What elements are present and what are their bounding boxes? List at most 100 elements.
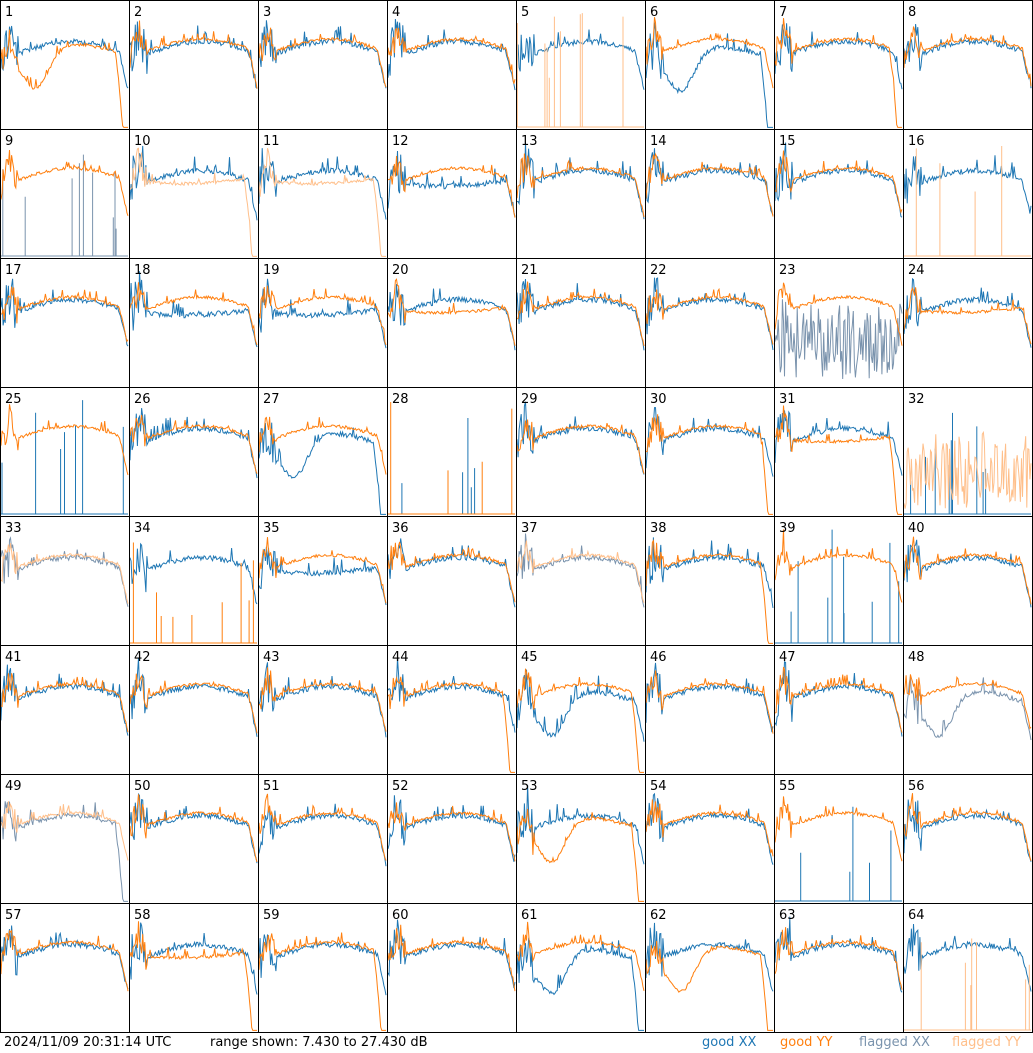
panel-52-label: 52 [392,779,409,794]
panel-51-label: 51 [263,779,280,794]
panel-3-label: 3 [263,5,271,20]
panel-51-xx-trace [259,803,387,867]
panel-54-label: 54 [650,779,667,794]
panel-63: 63 [775,908,903,993]
panel-8: 8 [904,5,1032,89]
panel-28: 28 [388,392,515,515]
panel-45-yy-trace [517,668,644,773]
legend-flagged-yy-pol: YY [1005,1035,1021,1050]
panel-41-label: 41 [5,650,22,665]
panel-43: 43 [259,650,387,738]
panel-18-xx-trace [130,271,258,348]
panel-47: 47 [775,650,903,737]
panel-40-yy-trace [904,536,1032,605]
panel-8-yy-trace [904,26,1032,87]
panel-56-xx-trace [904,799,1032,862]
panel-49-label: 49 [5,779,22,794]
panel-24-yy-trace [904,287,1032,345]
panel-41: 41 [1,650,129,736]
panel-57-yy-trace [1,929,129,992]
panel-26-xx-trace [130,408,258,479]
panel-50: 50 [130,779,258,864]
panel-55-yy-trace [775,796,903,862]
panel-5-yy-trace [517,13,644,128]
panel-59-yy-trace [259,932,386,1031]
panel-19: 19 [259,263,387,349]
panel-39-xx-trace [775,529,902,644]
legend-good-xx-pol: XX [738,1035,757,1050]
panel-21-xx-trace [517,278,645,351]
panel-16: 16 [904,134,1032,257]
panel-18: 18 [130,263,258,348]
panel-1: 1 [1,5,129,128]
panel-27-yy-trace [259,416,387,475]
panel-49-xx-trace [1,801,128,902]
panel-26: 26 [130,392,258,479]
panel-62: 62 [646,908,774,1031]
panel-43-yy-trace [259,667,387,732]
panel-1-xx-trace [1,25,129,89]
panel-19-yy-trace [259,285,387,346]
panel-64-yy-trace [904,938,1031,1031]
panel-58-xx-trace [130,922,258,995]
panel-10-yy-trace [130,147,257,257]
panel-36: 36 [388,521,516,608]
panel-3: 3 [259,5,387,89]
panel-34-xx-trace [130,542,258,605]
timestamp: 2024/11/09 20:31:14 UTC [4,1035,172,1050]
panel-21: 21 [517,263,645,351]
panel-36-yy-trace [388,541,516,603]
panel-51-yy-trace [259,793,387,861]
panel-1-yy-trace [1,29,128,128]
panel-48-yy-trace [904,674,1032,730]
panel-46: 46 [646,650,774,734]
legend-good-xx: good XX [702,1035,756,1050]
panel-20-label: 20 [392,263,409,278]
panel-31-xx-trace [775,410,903,476]
panel-17: 17 [1,263,129,347]
panel-7-xx-trace [775,23,903,90]
panel-6-xx-trace [646,22,773,128]
panel-31: 31 [775,392,903,515]
panel-37-xx-trace [517,533,645,608]
panel-53-xx-trace [517,785,645,865]
panel-13-label: 13 [521,134,538,149]
panel-29-label: 29 [521,392,538,407]
panel-23-xx-trace [775,299,903,380]
panel-16-label: 16 [908,134,925,149]
legend-good-xx-word: good [702,1035,735,1050]
panel-16-yy-trace [904,146,1031,257]
panel-42: 42 [130,650,258,737]
panel-62-yy-trace [646,940,773,1031]
panel-44-label: 44 [392,650,409,665]
panel-33-label: 33 [5,521,22,536]
panel-19-xx-trace [259,278,387,349]
panel-5-label: 5 [521,5,529,20]
panel-35-label: 35 [263,521,280,536]
panel-33: 33 [1,521,129,607]
panel-12-label: 12 [392,134,409,149]
panel-10: 10 [130,134,258,257]
panel-54-yy-trace [646,799,774,857]
panel-32-label: 32 [908,392,925,407]
panel-64-xx-trace [904,923,1032,992]
panel-42-label: 42 [134,650,151,665]
panel-60-label: 60 [392,908,409,923]
panel-28-xx-trace [388,418,515,515]
panel-14: 14 [646,134,774,217]
panel-2-label: 2 [134,5,142,20]
panel-14-label: 14 [650,134,667,149]
legend-good-yy-pol: YY [816,1035,833,1050]
panel-57-label: 57 [5,908,22,923]
panel-50-yy-trace [130,794,258,863]
panel-10-label: 10 [134,134,151,149]
panel-50-xx-trace [130,792,258,864]
panel-9-label: 9 [5,134,13,149]
panel-61-xx-trace [517,937,644,1031]
panel-20-xx-trace [388,284,516,351]
panel-60-yy-trace [388,924,516,992]
panel-21-yy-trace [517,281,645,347]
panel-11-yy-trace [259,147,386,257]
panel-61-label: 61 [521,908,538,923]
panel-32-yy-trace [904,430,1032,509]
